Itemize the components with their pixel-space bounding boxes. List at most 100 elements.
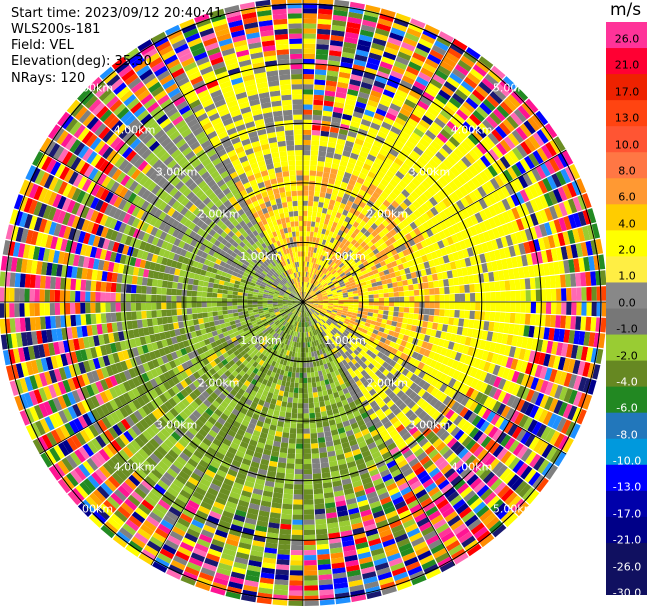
velocity-gate xyxy=(479,534,495,548)
velocity-gate xyxy=(352,111,364,119)
velocity-gate xyxy=(495,302,501,312)
velocity-gate xyxy=(360,266,367,272)
velocity-gate xyxy=(397,213,405,222)
velocity-gate xyxy=(321,250,326,256)
velocity-gate xyxy=(371,316,378,322)
velocity-gate xyxy=(433,233,442,242)
velocity-gate xyxy=(338,320,344,325)
velocity-gate xyxy=(315,513,326,520)
velocity-gate xyxy=(469,442,481,454)
velocity-gate xyxy=(334,0,350,7)
velocity-gate xyxy=(361,388,369,396)
velocity-gate xyxy=(519,313,526,325)
velocity-gate xyxy=(365,211,373,219)
velocity-gate xyxy=(388,311,394,316)
velocity-gate xyxy=(380,404,390,413)
velocity-gate xyxy=(281,508,293,515)
velocity-gate xyxy=(557,152,569,168)
velocity-gate xyxy=(354,138,365,146)
velocity-gate xyxy=(338,297,344,300)
velocity-gate xyxy=(463,275,470,285)
velocity-gate xyxy=(290,565,303,571)
velocity-gate xyxy=(338,218,345,226)
velocity-gate xyxy=(351,202,359,210)
velocity-gate xyxy=(542,177,553,192)
velocity-gate xyxy=(458,276,465,285)
velocity-gate xyxy=(326,70,339,77)
velocity-gate xyxy=(506,369,515,381)
velocity-gate xyxy=(356,462,367,471)
velocity-gate xyxy=(315,528,328,535)
velocity-gate xyxy=(499,280,506,291)
velocity-gate xyxy=(363,353,370,360)
velocity-gate xyxy=(426,209,435,219)
velocity-gate xyxy=(417,156,428,166)
velocity-gate xyxy=(446,437,458,449)
velocity-gate xyxy=(358,189,366,197)
velocity-gate xyxy=(310,438,318,444)
velocity-gate xyxy=(424,24,440,36)
velocity-gate xyxy=(336,268,343,274)
velocity-gate xyxy=(385,224,394,232)
velocity-gate xyxy=(396,275,402,282)
velocity-gate xyxy=(459,310,465,319)
velocity-gate xyxy=(337,191,345,198)
velocity-gate xyxy=(447,215,457,226)
velocity-gate xyxy=(533,239,541,252)
velocity-gate xyxy=(435,151,446,162)
velocity-gate xyxy=(540,289,547,301)
velocity-gate xyxy=(353,198,361,206)
velocity-gate xyxy=(361,269,368,275)
velocity-gate xyxy=(328,253,334,260)
velocity-gate xyxy=(409,382,418,391)
velocity-gate xyxy=(310,291,315,296)
velocity-gate xyxy=(342,266,348,272)
velocity-gate xyxy=(557,232,566,247)
velocity-gate xyxy=(326,340,331,346)
velocity-gate xyxy=(402,249,410,257)
velocity-gate xyxy=(360,472,371,480)
velocity-gate xyxy=(312,296,318,299)
velocity-gate xyxy=(394,297,400,302)
velocity-gate xyxy=(324,314,330,319)
velocity-gate xyxy=(318,442,326,449)
velocity-gate xyxy=(304,266,307,272)
velocity-gate xyxy=(408,413,418,422)
velocity-gate xyxy=(578,257,586,272)
velocity-gate xyxy=(545,249,553,263)
velocity-gate xyxy=(445,409,455,420)
velocity-gate xyxy=(380,323,387,329)
velocity-gate xyxy=(308,246,312,252)
velocity-gate xyxy=(487,132,500,145)
velocity-gate xyxy=(421,413,431,424)
velocity-gate xyxy=(429,434,440,445)
velocity-gate xyxy=(363,302,369,306)
velocity-gate xyxy=(303,190,309,196)
velocity-gate xyxy=(404,296,410,302)
velocity-gate xyxy=(352,263,359,269)
velocity-gate xyxy=(441,324,449,332)
velocity-gate xyxy=(322,390,328,397)
velocity-gate xyxy=(382,89,395,98)
velocity-gate xyxy=(306,311,309,317)
velocity-gate xyxy=(495,464,508,478)
velocity-gate xyxy=(298,383,303,389)
velocity-gate xyxy=(360,167,370,176)
velocity-gate xyxy=(560,315,567,329)
velocity-gate xyxy=(338,295,344,299)
velocity-gate xyxy=(380,416,390,425)
velocity-gate xyxy=(509,180,520,193)
velocity-gate xyxy=(499,467,512,481)
velocity-gate xyxy=(307,221,312,227)
velocity-gate xyxy=(386,183,395,192)
velocity-gate xyxy=(324,218,330,225)
velocity-gate xyxy=(565,245,573,259)
velocity-gate xyxy=(554,451,567,467)
velocity-gate xyxy=(314,323,319,329)
velocity-gate xyxy=(355,379,363,387)
velocity-gate xyxy=(461,156,472,168)
velocity-gate xyxy=(280,442,289,449)
velocity-gate xyxy=(312,273,316,279)
velocity-gate xyxy=(375,108,387,117)
velocity-gate xyxy=(391,348,398,355)
